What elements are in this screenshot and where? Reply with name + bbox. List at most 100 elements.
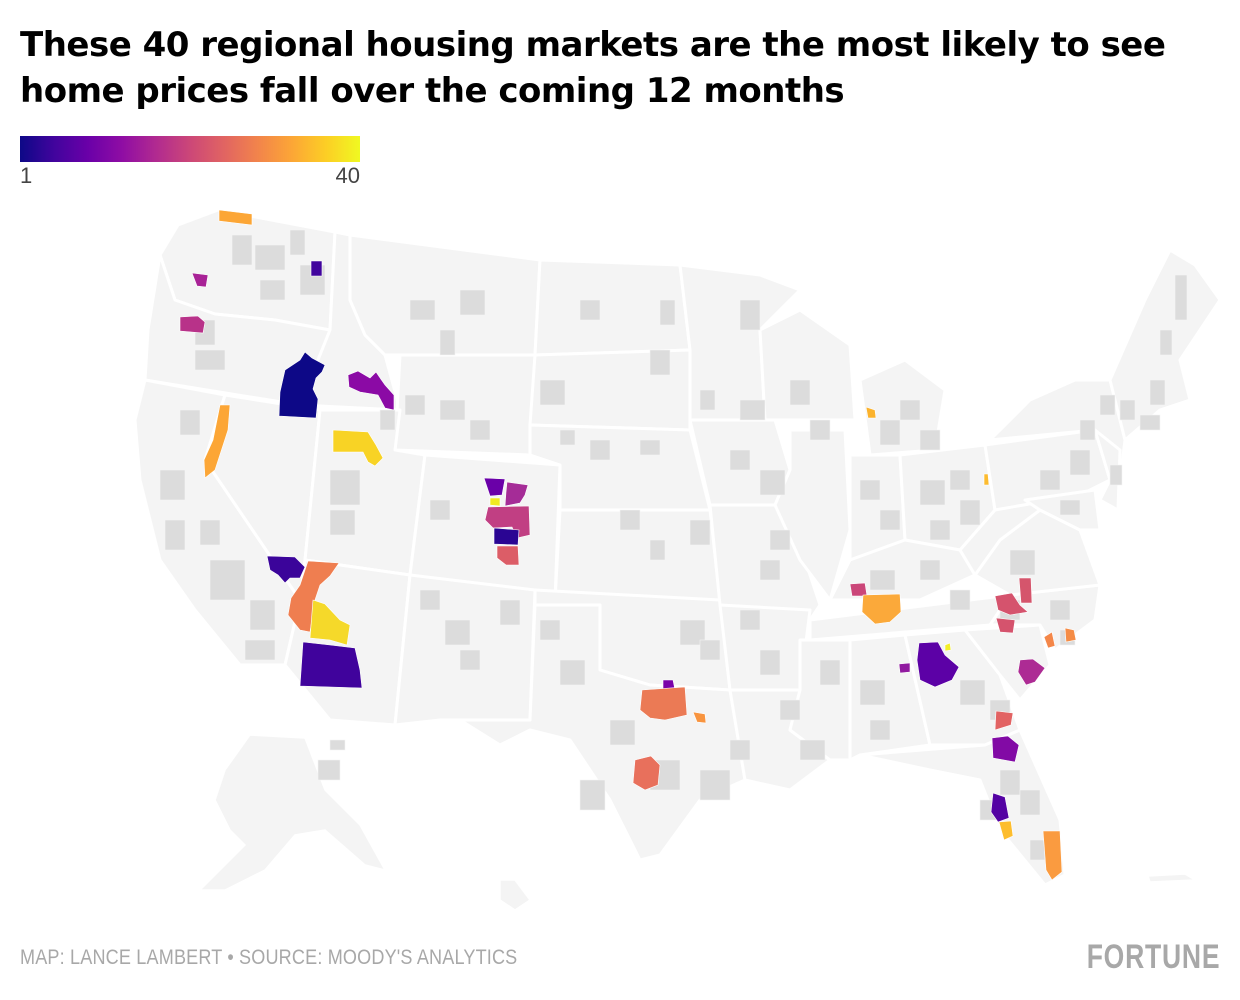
metro-area-other — [419, 589, 441, 611]
metro-area-other — [679, 619, 706, 646]
metro-area-other — [439, 329, 456, 356]
metro-area-other — [159, 469, 186, 501]
metro-area-highlighted: Clarksville, TN — [849, 582, 868, 597]
metro-area-other — [879, 509, 901, 531]
metro-area-highlighted: Greensboro / Winston-Salem, NC — [1018, 577, 1033, 604]
metro-area-other — [379, 409, 396, 431]
metro-area-other — [899, 399, 921, 421]
metro-area-other — [1174, 274, 1188, 321]
metro-area-other — [459, 649, 481, 671]
metro-area-other — [199, 519, 221, 546]
metro-area-other — [499, 599, 521, 626]
metro-area-highlighted: Miami, FL — [1042, 830, 1063, 881]
metro-area-other — [1099, 394, 1116, 416]
metro-area-highlighted: Coeur d'Alene, ID — [310, 260, 323, 277]
metro-area-other — [919, 479, 946, 506]
metro-area-other — [769, 529, 791, 551]
metro-area-other — [244, 639, 276, 661]
metro-area-other — [619, 509, 641, 531]
metro-area-other — [919, 559, 941, 581]
metro-area-other — [559, 429, 576, 446]
metro-area-other — [729, 449, 751, 471]
metro-area-other — [819, 659, 841, 686]
metro-area-other — [539, 619, 561, 641]
metro-area-other — [759, 559, 781, 581]
metro-area-other — [739, 399, 766, 421]
legend-max-label: 40 — [335, 163, 360, 188]
metro-area-highlighted: Dallas-Fort Worth, TX — [639, 686, 688, 721]
metro-area-highlighted: Prescott, AZ — [309, 599, 351, 646]
color-legend: 1 40 — [20, 136, 360, 189]
metro-area-other — [429, 499, 451, 521]
metro-area-highlighted: Kalamazoo / Grand Rapids area, MI — [865, 406, 877, 419]
metro-area-other — [799, 739, 826, 761]
metro-area-other — [759, 469, 786, 496]
fortune-logo: FORTUNE — [1086, 938, 1220, 976]
insets-layer — [198, 734, 1198, 911]
metro-area-other — [231, 234, 253, 266]
metro-area-other — [809, 419, 831, 441]
metro-area-other — [869, 569, 896, 591]
metro-area-other — [1029, 839, 1046, 861]
legend-min-label: 1 — [20, 163, 33, 188]
inset-hawaii — [499, 879, 532, 911]
metro-area-highlighted: Columbus area, OH — [983, 473, 990, 486]
metro-area-highlighted: Boise City, ID — [278, 351, 326, 419]
metro-area-other — [329, 469, 361, 506]
inset-puerto-rico — [1146, 873, 1198, 883]
metro-area-other — [929, 519, 951, 541]
inset-alaska — [198, 734, 387, 891]
metro-area-highlighted: Colorado Springs, CO — [493, 527, 520, 546]
metro-area-highlighted: Jacksonville, FL — [991, 735, 1020, 763]
metro-area-other — [659, 299, 676, 326]
metro-area-other — [329, 739, 346, 751]
metro-area-highlighted: Myrtle Beach, SC — [1043, 631, 1056, 649]
metro-area-highlighted: Fort Collins, CO — [483, 477, 506, 497]
metro-area-other — [249, 599, 276, 631]
metro-area-other — [579, 779, 606, 811]
metro-area-highlighted: Boulder, CO — [489, 497, 501, 507]
state-texas — [458, 603, 747, 862]
metro-area-highlighted: Columbus, GA — [898, 662, 911, 674]
metro-area-other — [779, 699, 801, 721]
metro-area-other — [859, 479, 881, 501]
metro-area-other — [739, 609, 761, 631]
metro-area-highlighted: Savannah / Brunswick, GA — [994, 710, 1014, 731]
metro-area-highlighted: Pueblo, CO — [496, 545, 520, 566]
metro-area-other — [179, 409, 201, 436]
metro-area-other — [317, 759, 341, 781]
metro-area-other — [699, 769, 731, 801]
metro-area-other — [639, 439, 661, 456]
state-illinois — [773, 428, 852, 602]
metro-area-highlighted: Lake Havasu City-Kingman, AZ — [287, 560, 340, 633]
metro-area-other — [469, 419, 491, 441]
metro-area-other — [949, 469, 971, 491]
map-title: These 40 regional housing markets are th… — [20, 25, 1166, 111]
metro-area-other — [1069, 449, 1091, 476]
metro-area-other — [194, 349, 226, 371]
metro-area-highlighted: Bellingham, WA — [218, 209, 253, 226]
metro-area-other — [879, 419, 901, 446]
metro-area-other — [439, 399, 466, 421]
metro-area-other — [649, 539, 666, 561]
highlighted-metros-layer: Bellingham, WA Coeur d'Alene, ID Longview,… — [179, 209, 1077, 881]
metro-area-other — [609, 719, 636, 746]
metro-area-other — [209, 559, 246, 601]
metro-area-other — [444, 619, 471, 646]
metro-area-other — [759, 649, 781, 676]
metro-area-other — [289, 229, 306, 256]
metro-area-highlighted: Reno / Carson City, NV — [203, 404, 231, 479]
map-credit: MAP: LANCE LAMBERT • SOURCE: MOODY'S ANA… — [20, 946, 518, 969]
metro-area-highlighted: Gainesville, GA — [944, 642, 952, 652]
metro-area-highlighted: Ogden / Salt Lake City, UT — [332, 429, 384, 467]
metro-area-other — [869, 719, 891, 741]
metro-area-other — [699, 639, 721, 661]
metro-area-other — [1039, 469, 1061, 491]
metro-area-highlighted: Longview, WA — [191, 272, 209, 288]
metro-area-other — [739, 299, 761, 331]
metro-area-highlighted: Tyler, TX — [692, 711, 707, 724]
metro-area-other — [404, 394, 426, 416]
metro-area-highlighted: North Port-Sarasota, FL — [998, 820, 1014, 841]
metro-area-other — [1139, 414, 1161, 431]
metro-area-other — [1049, 599, 1071, 621]
